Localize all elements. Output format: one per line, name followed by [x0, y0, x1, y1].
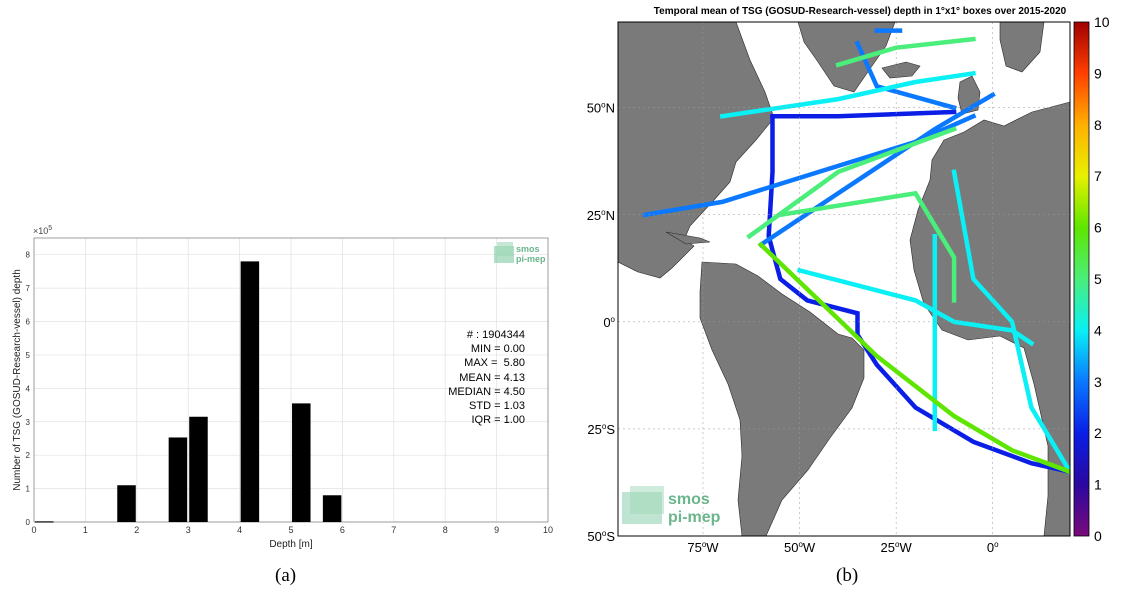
stat-max: MAX = 5.80 — [464, 357, 525, 370]
colorbar-tick-label: 7 — [1094, 168, 1102, 184]
histogram-bar — [117, 485, 136, 522]
caption-b: (b) — [836, 565, 859, 586]
stat-min: MIN = 0.00 — [470, 343, 525, 356]
colorbar-tick-label: 10 — [1094, 14, 1110, 30]
histogram-x-tick-label: 8 — [443, 525, 448, 535]
map-longitude-label: 0o — [987, 540, 999, 555]
histogram-logo-text-1: smos — [516, 244, 540, 254]
caption-a: (a) — [275, 565, 297, 586]
histogram-x-tick-label: 7 — [391, 525, 396, 535]
stat-count: # : 1904344 — [466, 329, 525, 341]
map-ship-track — [719, 70, 976, 119]
histogram-bar — [292, 403, 311, 522]
colorbar-tick-label: 0 — [1094, 528, 1102, 544]
histogram-stats-box: # : 1904344 MIN = 0.00 MAX = 5.80 MEAN =… — [405, 328, 525, 427]
map-logo: smos pi-mep — [622, 486, 721, 526]
histogram-y-tick-label: 7 — [26, 284, 31, 293]
histogram-logo: smos pi-mep — [494, 242, 546, 264]
histogram-x-tick-label: 2 — [134, 525, 139, 535]
map-longitude-label: 50oW — [784, 540, 816, 555]
colorbar-tick-label: 3 — [1094, 374, 1102, 390]
map-ship-track — [766, 113, 1070, 475]
map-logo-text-2: pi-mep — [668, 509, 721, 526]
histogram-x-tick-label: 5 — [288, 525, 293, 535]
land-africa-eurasia — [909, 101, 1070, 536]
histogram-y-tick-label: 2 — [26, 451, 31, 460]
histogram-x-axis-label: Depth [m] — [269, 539, 313, 550]
map-ship-track — [757, 241, 1070, 475]
colorbar-tick-label: 1 — [1094, 477, 1102, 493]
map-logo-text-1: smos — [668, 491, 710, 508]
histogram-bars — [35, 261, 342, 523]
map-title: Temporal mean of TSG (GOSUD-Research-ves… — [654, 6, 1067, 17]
map-latitude-label: 50oS — [587, 529, 615, 544]
colorbar-tick-label: 8 — [1094, 117, 1102, 133]
histogram-y-tick-label: 5 — [26, 351, 31, 360]
map-chart: Temporal mean of TSG (GOSUD-Research-ves… — [587, 6, 1110, 555]
histogram-y-tick-label: 6 — [26, 318, 31, 327]
colorbar — [1073, 21, 1090, 537]
histogram-bar — [240, 261, 260, 522]
histogram-x-tick-label: 4 — [237, 525, 242, 535]
histogram-y-tick-label: 1 — [26, 485, 31, 494]
histogram-bar — [322, 495, 342, 522]
histogram-y-tick-label: 8 — [26, 251, 31, 260]
land-iceland — [881, 61, 921, 79]
stat-std: STD = 1.03 — [469, 400, 525, 413]
histogram-bar — [189, 416, 208, 522]
map-latitude-label: 50oN — [587, 101, 615, 116]
histogram-x-tick-label: 1 — [83, 525, 88, 535]
land-scandinavia — [999, 22, 1045, 73]
histogram-x-tick-label: 10 — [543, 525, 553, 535]
histogram-bar — [168, 437, 188, 522]
histogram-exponent-label: ×105 — [33, 225, 52, 236]
land-cuba — [665, 231, 711, 245]
map-content: smos pi-mep — [618, 22, 1070, 536]
histogram-logo-text-2: pi-mep — [516, 254, 546, 264]
histogram-y-tick-label: 0 — [26, 518, 31, 527]
map-longitude-labels: 75oW 50oW 25oW 0o — [687, 540, 999, 555]
map-latitude-labels: 50oN 25oN 0o 25oS 50oS — [587, 101, 616, 544]
land-south-america — [699, 261, 865, 536]
histogram-chart: 0 1 2 3 4 5 6 7 8 9 10 0 1 2 3 4 5 6 7 8 ×105 Depth [m] Nu… — [12, 225, 553, 550]
histogram-x-tick-label: 3 — [186, 525, 191, 535]
map-latitude-label: 0o — [603, 315, 615, 330]
colorbar-tick-label: 9 — [1094, 65, 1102, 81]
colorbar-tick-label: 2 — [1094, 425, 1102, 441]
colorbar-tick-label: 4 — [1094, 322, 1102, 338]
histogram-y-tick-labels: 0 1 2 3 4 5 6 7 8 — [26, 251, 31, 527]
stat-iqr: IQR = 1.00 — [471, 414, 525, 427]
colorbar-tick-label: 5 — [1094, 271, 1102, 287]
colorbar-tick-label: 6 — [1094, 220, 1102, 236]
map-ship-track — [642, 113, 977, 218]
histogram-y-axis-label: Number of TSG (GOSUD-Research-vessel) de… — [12, 269, 23, 491]
histogram-x-tick-label: 0 — [31, 525, 36, 535]
map-ship-track — [777, 190, 957, 303]
map-ship-track — [770, 109, 957, 119]
stat-mean: MEAN = 4.13 — [459, 371, 525, 384]
histogram-plot-area — [33, 237, 549, 523]
map-longitude-label: 75oW — [687, 540, 719, 555]
map-latitude-label: 25oN — [587, 208, 615, 223]
histogram-y-tick-label: 4 — [26, 384, 31, 393]
histogram-x-tick-label: 9 — [494, 525, 499, 535]
histogram-x-tick-labels: 0 1 2 3 4 5 6 7 8 9 10 — [31, 525, 553, 535]
map-frame — [617, 21, 1071, 537]
map-longitude-label: 25oW — [881, 540, 913, 555]
map-latitude-label: 25oS — [587, 422, 615, 437]
histogram-y-tick-label: 3 — [26, 418, 31, 427]
histogram-x-tick-label: 6 — [340, 525, 345, 535]
stat-median: MEDIAN = 4.50 — [448, 385, 525, 398]
colorbar-tick-labels: 0 1 2 3 4 5 6 7 8 9 10 — [1094, 14, 1110, 544]
histogram-bar — [35, 521, 54, 523]
